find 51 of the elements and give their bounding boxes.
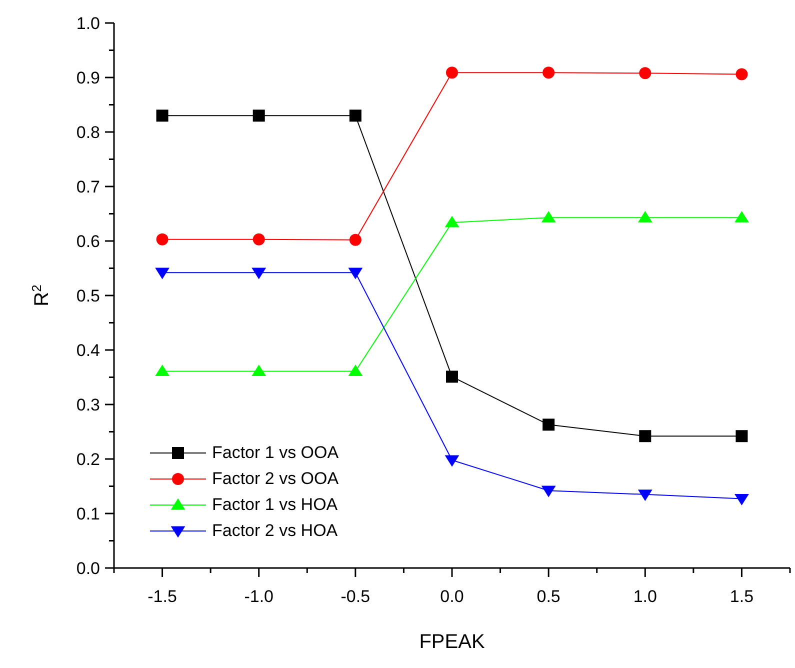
point	[349, 234, 362, 246]
point	[446, 370, 458, 383]
x-tick-label: -1.5	[148, 587, 177, 606]
point	[156, 110, 168, 122]
point	[734, 494, 749, 506]
point	[349, 110, 362, 122]
point	[348, 268, 363, 280]
point	[542, 66, 555, 79]
legend-label: Factor 2 vs HOA	[212, 521, 338, 541]
point	[155, 364, 170, 376]
y-tick-label: 0.7	[76, 178, 100, 196]
point	[736, 68, 748, 80]
y-tick-label: 0.9	[76, 68, 100, 88]
point	[639, 430, 652, 442]
legend-label: Factor 2 vs OOA	[212, 469, 339, 489]
point	[444, 455, 460, 467]
x-axis-title: FPEAK	[419, 631, 486, 653]
y-tick-label: 0.2	[76, 450, 100, 469]
x-tick-label: 1.0	[633, 587, 657, 606]
y-tick-label: 0.1	[76, 504, 100, 524]
x-tick-label: -1.0	[244, 587, 274, 606]
point	[638, 490, 652, 502]
y-tick-label: 0.8	[76, 123, 100, 142]
y-tick-label: 0.6	[76, 232, 100, 251]
x-tick-label: -0.5	[340, 587, 370, 606]
y-tick-label: 0.3	[76, 396, 100, 414]
point	[542, 418, 555, 431]
point	[541, 486, 556, 498]
point	[638, 210, 652, 222]
point	[252, 110, 265, 122]
y-tick-label: 1.0	[76, 14, 100, 33]
point	[734, 210, 749, 222]
x-tick-label: 1.5	[730, 587, 754, 606]
point	[252, 233, 265, 246]
y-tick-label: 0.0	[76, 559, 100, 578]
point	[541, 210, 556, 222]
y-tick-label: 0.5	[76, 286, 100, 306]
legend-label: Factor 1 vs HOA	[212, 495, 338, 515]
x-tick-label: 0.5	[536, 587, 560, 606]
x-tick-label: 0.0	[440, 587, 464, 606]
y-tick-label: 0.4	[76, 341, 100, 360]
point	[155, 268, 170, 280]
point	[252, 268, 266, 280]
point	[446, 66, 458, 79]
legend-label: Factor 1 vs OOA	[212, 443, 339, 463]
point	[252, 364, 266, 376]
point	[156, 233, 168, 246]
point	[348, 364, 363, 376]
point	[444, 216, 460, 228]
point	[736, 430, 748, 442]
point	[639, 67, 652, 80]
